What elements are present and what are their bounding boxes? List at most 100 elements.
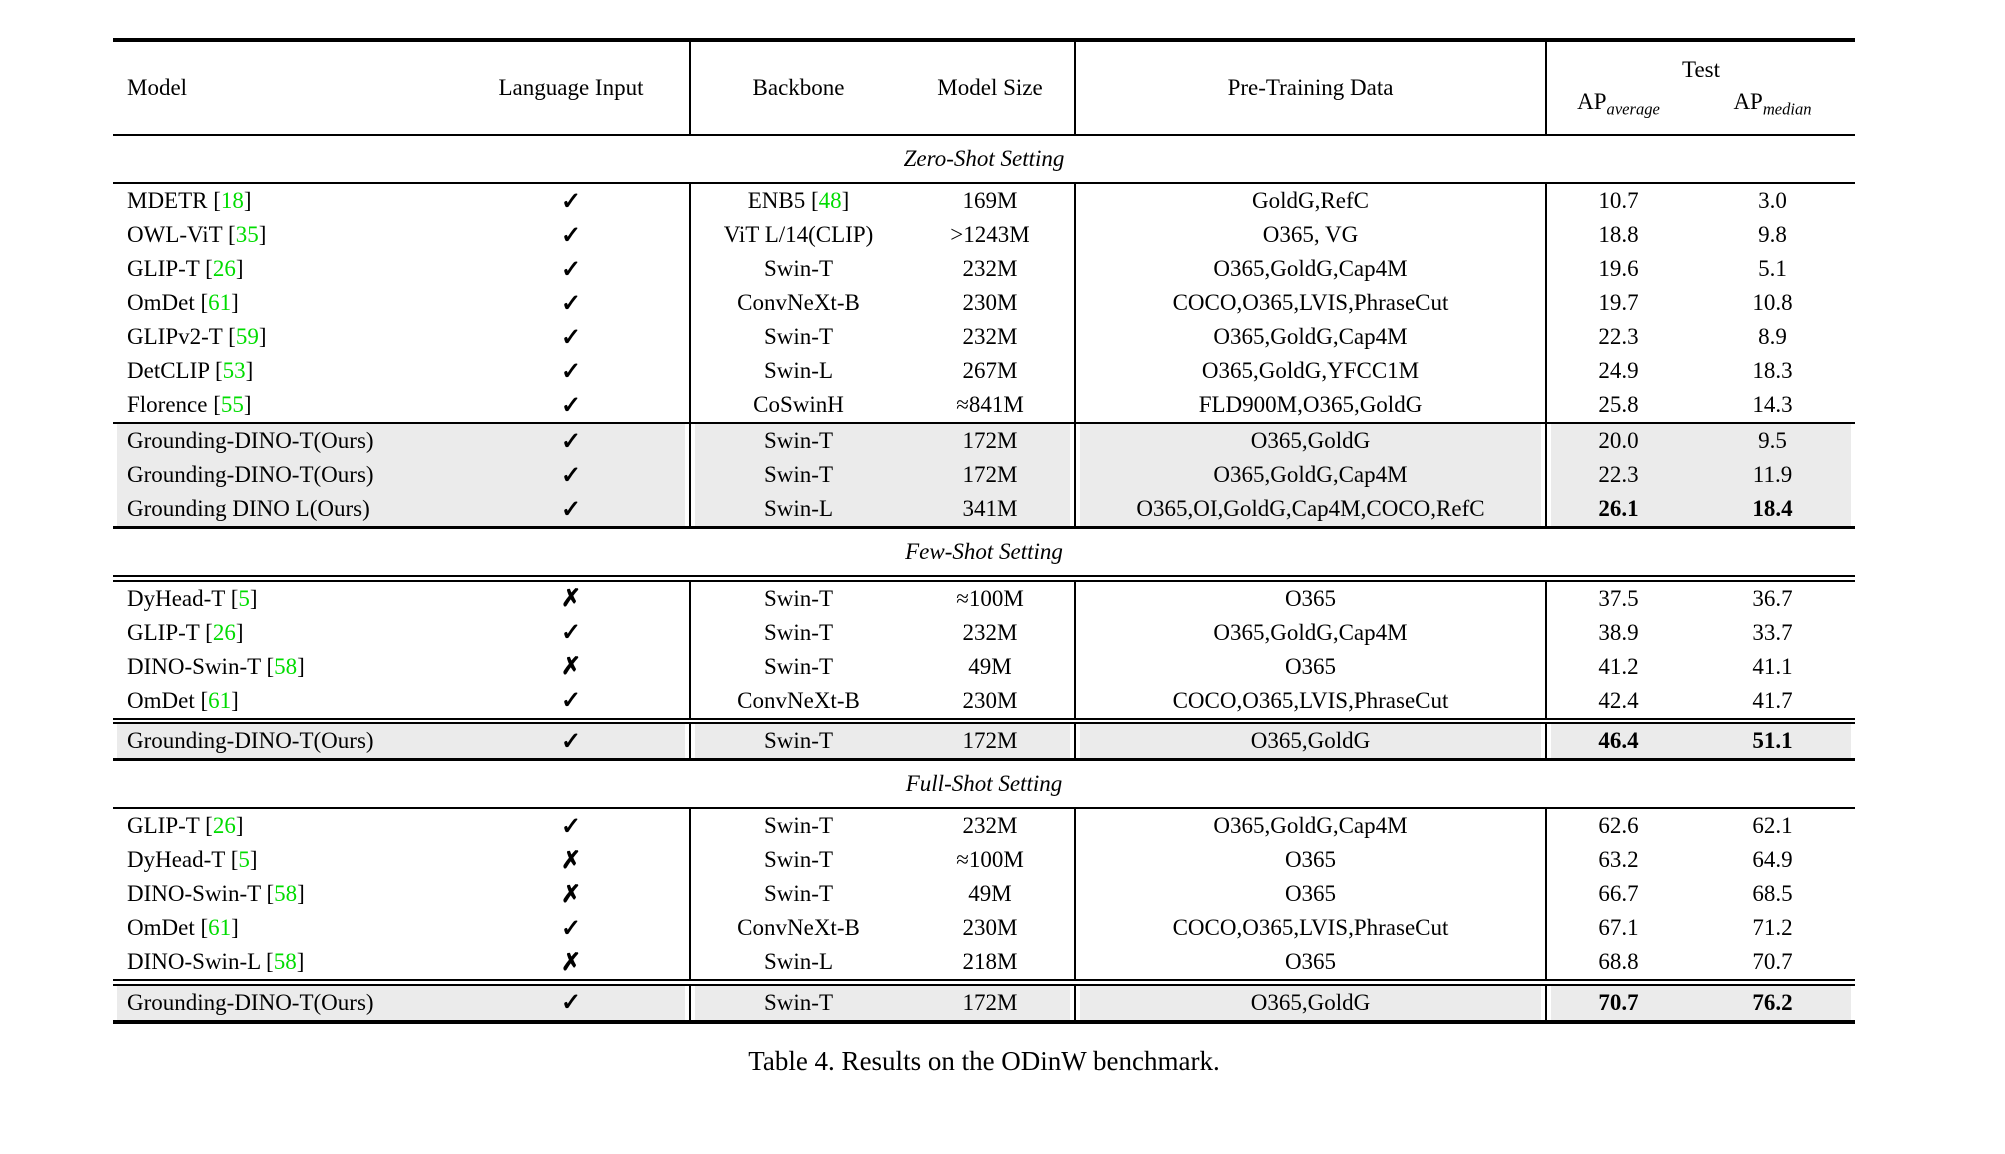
row-group-test: 22.3 8.9 xyxy=(1545,320,1855,354)
cell-ap-median: 70.7 xyxy=(1752,949,1793,974)
citation-ref[interactable]: 26 xyxy=(212,619,236,645)
citation-ref[interactable]: 5 xyxy=(238,847,250,872)
cell-model-size: 172M xyxy=(962,728,1018,753)
citation-ref[interactable]: 26 xyxy=(212,813,236,838)
cell-pretraining-data: O365,GoldG,Cap4M xyxy=(1213,256,1408,281)
row-group-pretraining: O365,GoldG xyxy=(1074,985,1545,1020)
cell-language-input: ✓ xyxy=(453,461,689,490)
row-group-test: 68.8 70.7 xyxy=(1545,945,1855,979)
col-header-pretraining-data: Pre-Training Data xyxy=(1227,75,1394,100)
row-group-model-language: Florence [55] ✓ xyxy=(113,388,689,422)
section-title-rule xyxy=(113,575,1855,582)
cell-model: DyHead-T [5] xyxy=(127,847,258,872)
table-header: Model Language Input Backbone Model Size… xyxy=(113,42,1855,134)
citation-ref[interactable]: 18 xyxy=(220,188,244,213)
row-group-model-language: GLIP-T [26] ✓ xyxy=(113,809,689,843)
row-group-model-language: Grounding-DINO-T(Ours) ✓ xyxy=(113,985,689,1020)
cell-ap-average: 20.0 xyxy=(1598,428,1639,453)
cell-backbone: Swin-T xyxy=(764,324,833,349)
cell-model: Grounding DINO L(Ours) xyxy=(127,496,370,521)
table-row: GLIP-T [26] ✓ Swin-T 232M O365,GoldG,Cap4M 62… xyxy=(113,809,1855,843)
cell-model-size: 230M xyxy=(962,687,1018,713)
highlight-table-row: Grounding-DINO-T(Ours) ✓ Swin-T 172M O365,Go… xyxy=(113,458,1855,492)
cell-model-size: 172M xyxy=(962,428,1018,453)
check-icon: ✓ xyxy=(560,728,582,755)
cell-pretraining-data: COCO,O365,LVIS,PhraseCut xyxy=(1172,290,1449,315)
table-row: DINO-Swin-T [58] ✗ Swin-T 49M O365 66.7 68.5 xyxy=(113,877,1855,911)
cell-pretraining-data: O365 xyxy=(1284,653,1337,679)
citation-ref[interactable]: 53 xyxy=(222,358,246,383)
citation-ref[interactable]: 61 xyxy=(208,290,232,315)
cell-pretraining-data: O365 xyxy=(1284,881,1337,906)
cell-model: Grounding-DINO-T(Ours) xyxy=(127,462,374,487)
col-header-language-input: Language Input xyxy=(498,75,644,100)
cell-language-input: ✗ xyxy=(453,652,689,681)
cell-pretraining-data: O365,GoldG xyxy=(1250,728,1371,753)
citation-ref[interactable]: 58 xyxy=(274,653,298,679)
cell-language-input: ✓ xyxy=(453,427,689,456)
cell-language-input: ✓ xyxy=(453,255,689,284)
row-group-backbone-size: Swin-T 232M xyxy=(689,320,1074,354)
check-icon: ✓ xyxy=(560,392,582,419)
cell-model: GLIP-T [26] xyxy=(127,813,244,838)
section-title-rule xyxy=(113,182,1855,184)
table-row: OWL-ViT [35] ✓ ViT L/14(CLIP) >1243M O365, V… xyxy=(113,218,1855,252)
table-row: DyHead-T [5] ✗ Swin-T ≈100M O365 63.2 64.9 xyxy=(113,843,1855,877)
citation-ref[interactable]: 5 xyxy=(238,585,250,611)
cell-pretraining-data: O365,GoldG,Cap4M xyxy=(1213,462,1408,487)
row-group-pretraining: O365,GoldG xyxy=(1074,424,1545,458)
row-group-test: 37.5 36.7 xyxy=(1545,581,1855,616)
cell-model: MDETR [18] xyxy=(127,188,252,213)
ap-header-row: APaverage APmedian xyxy=(1547,89,1855,120)
cell-model-size: ≈100M xyxy=(956,847,1024,872)
section-separator-rule xyxy=(113,526,1855,529)
table-caption: Table 4. Results on the ODinW benchmark. xyxy=(748,1045,1220,1076)
citation-ref[interactable]: 26 xyxy=(212,256,236,281)
cell-backbone: Swin-L xyxy=(764,949,833,974)
citation-ref[interactable]: 48 xyxy=(818,188,842,213)
citation-ref[interactable]: 55 xyxy=(220,392,244,417)
row-group-test: 62.6 62.1 xyxy=(1545,809,1855,843)
citation-ref[interactable]: 61 xyxy=(208,915,232,940)
cell-pretraining-data: COCO,O365,LVIS,PhraseCut xyxy=(1172,915,1449,940)
citation-ref[interactable]: 58 xyxy=(273,949,297,974)
cell-model: DINO-Swin-T [58] xyxy=(127,881,305,906)
cell-ap-median: 18.3 xyxy=(1752,358,1793,383)
citation-ref[interactable]: 61 xyxy=(208,687,232,713)
row-group-backbone-size: Swin-T 172M xyxy=(689,424,1074,458)
cell-model-size: 232M xyxy=(962,324,1018,349)
cell-backbone: Swin-T xyxy=(764,428,833,453)
check-icon: ✓ xyxy=(560,813,582,840)
cross-icon: ✗ xyxy=(560,881,582,908)
cell-ap-average: 25.8 xyxy=(1598,392,1639,417)
citation-ref[interactable]: 58 xyxy=(274,881,298,906)
row-group-test: 66.7 68.5 xyxy=(1545,877,1855,911)
cell-ap-average: 19.6 xyxy=(1598,256,1639,281)
row-group-backbone-size: ConvNeXt-B 230M xyxy=(689,286,1074,320)
cell-ap-average: 42.4 xyxy=(1598,687,1639,713)
cell-language-input: ✗ xyxy=(453,880,689,909)
cell-model: Grounding-DINO-T(Ours) xyxy=(127,428,374,453)
row-group-model-language: GLIPv2-T [59] ✓ xyxy=(113,320,689,354)
cell-backbone: Swin-T xyxy=(764,619,833,645)
row-group-model-language: Grounding-DINO-T(Ours) ✓ xyxy=(113,424,689,458)
cell-ap-average: 62.6 xyxy=(1598,813,1639,838)
cell-language-input: ✓ xyxy=(453,289,689,318)
table-row: DINO-Swin-T [58] ✗ Swin-T 49M O365 41.2 41.1 xyxy=(113,649,1855,684)
row-group-backbone-size: CoSwinH ≈841M xyxy=(689,388,1074,422)
citation-ref[interactable]: 35 xyxy=(235,222,259,247)
citation-ref[interactable]: 59 xyxy=(235,324,259,349)
cell-ap-average: 70.7 xyxy=(1598,989,1639,1015)
cell-pretraining-data: O365,GoldG,Cap4M xyxy=(1213,324,1408,349)
row-group-backbone-size: ENB5 [48] 169M xyxy=(689,184,1074,218)
row-group-model-language: GLIP-T [26] ✓ xyxy=(113,616,689,650)
cell-model-size: 230M xyxy=(962,290,1018,315)
row-group-test: 67.1 71.2 xyxy=(1545,911,1855,945)
check-icon: ✓ xyxy=(560,222,582,249)
cell-pretraining-data: O365,GoldG xyxy=(1250,428,1371,453)
row-group-test: 24.9 18.3 xyxy=(1545,354,1855,388)
cell-backbone: ConvNeXt-B xyxy=(737,915,860,940)
table-row: DetCLIP [53] ✓ Swin-L 267M O365,GoldG,YFCC1M… xyxy=(113,354,1855,388)
cell-pretraining-data: FLD900M,O365,GoldG xyxy=(1198,392,1423,417)
highlight-table-row: Grounding-DINO-T(Ours) ✓ Swin-T 172M O365,Go… xyxy=(113,985,1855,1020)
